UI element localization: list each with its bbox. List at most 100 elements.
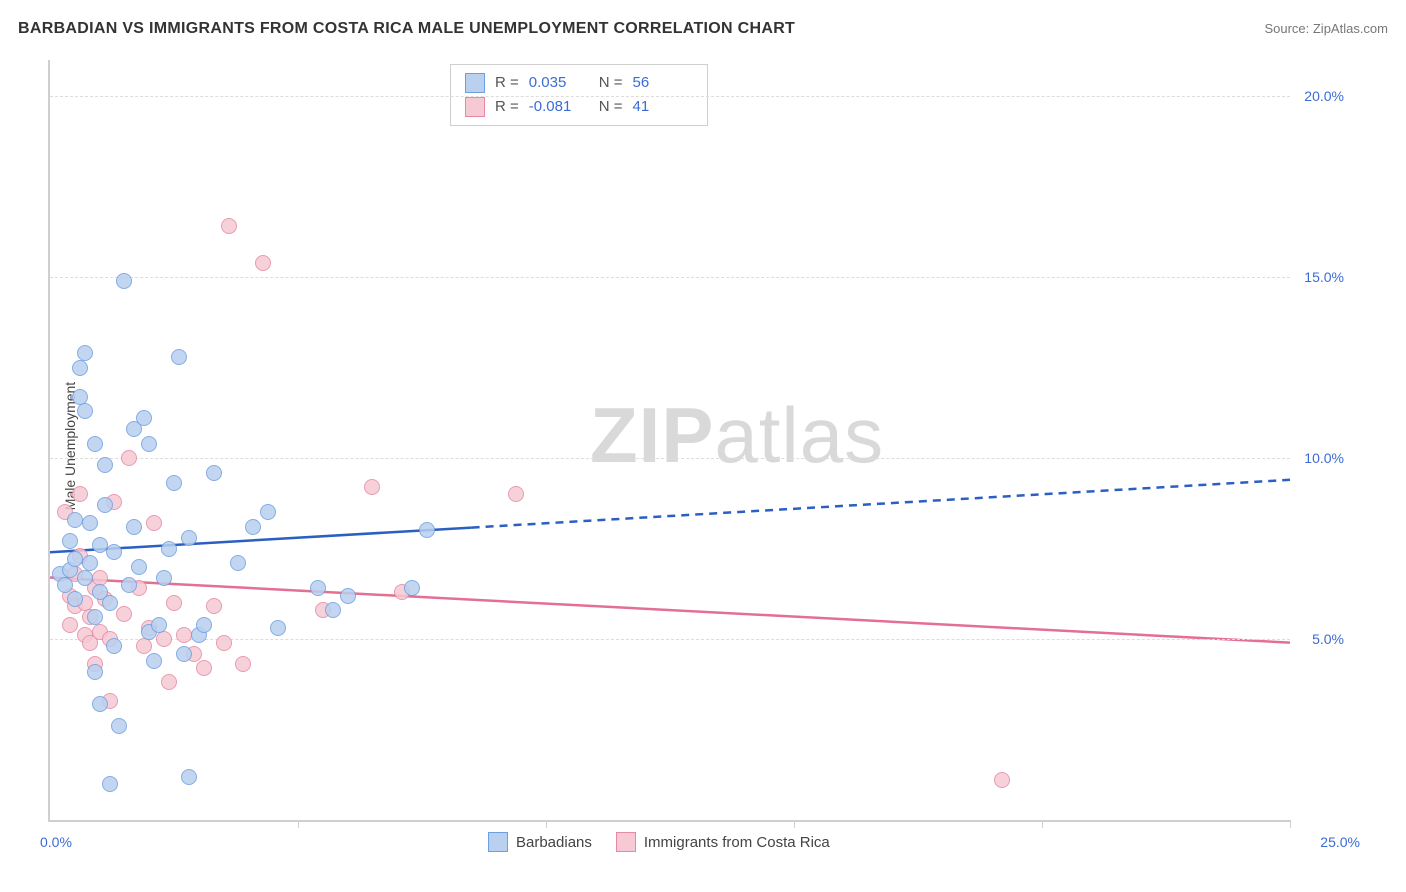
data-point	[196, 617, 212, 633]
y-tick-label: 15.0%	[1304, 269, 1344, 285]
data-point	[62, 533, 78, 549]
r-value: -0.081	[529, 95, 589, 119]
data-point	[176, 627, 192, 643]
data-point	[166, 475, 182, 491]
data-point	[340, 588, 356, 604]
chart-title: BARBADIAN VS IMMIGRANTS FROM COSTA RICA …	[18, 20, 795, 38]
data-point	[221, 218, 237, 234]
data-point	[67, 551, 83, 567]
data-point	[508, 486, 524, 502]
data-point	[156, 631, 172, 647]
data-point	[116, 606, 132, 622]
legend-correlation: R = 0.035 N = 56 R = -0.081 N = 41	[450, 64, 708, 126]
legend-correlation-row: R = -0.081 N = 41	[465, 95, 693, 119]
data-point	[181, 769, 197, 785]
legend-swatch	[488, 832, 508, 852]
data-point	[87, 609, 103, 625]
chart-source: Source: ZipAtlas.com	[1264, 21, 1388, 36]
x-tick	[1290, 820, 1291, 828]
data-point	[121, 450, 137, 466]
y-tick-label: 10.0%	[1304, 450, 1344, 466]
data-point	[156, 570, 172, 586]
data-point	[364, 479, 380, 495]
data-point	[111, 718, 127, 734]
x-tick	[546, 820, 547, 828]
chart-header: BARBADIAN VS IMMIGRANTS FROM COSTA RICA …	[18, 20, 1388, 38]
n-value: 56	[633, 71, 693, 95]
data-point	[404, 580, 420, 596]
data-point	[230, 555, 246, 571]
x-axis-min-label: 0.0%	[40, 834, 72, 850]
legend-series-label: Immigrants from Costa Rica	[644, 834, 830, 851]
data-point	[121, 577, 137, 593]
data-point	[260, 504, 276, 520]
legend-correlation-row: R = 0.035 N = 56	[465, 71, 693, 95]
data-point	[77, 570, 93, 586]
data-point	[161, 541, 177, 557]
x-tick	[794, 820, 795, 828]
data-point	[206, 465, 222, 481]
data-point	[92, 537, 108, 553]
legend-series: Barbadians Immigrants from Costa Rica	[488, 832, 830, 852]
data-point	[106, 544, 122, 560]
data-point	[116, 273, 132, 289]
data-point	[994, 772, 1010, 788]
data-point	[151, 617, 167, 633]
legend-swatch	[465, 73, 485, 93]
data-point	[196, 660, 212, 676]
data-point	[102, 776, 118, 792]
data-point	[62, 617, 78, 633]
chart-area: ZIPatlas R =0.035N =56R =-0.081N =41 0.0…	[48, 60, 1378, 840]
n-value: 41	[633, 95, 693, 119]
data-point	[72, 360, 88, 376]
data-point	[77, 345, 93, 361]
data-point	[235, 656, 251, 672]
data-point	[72, 486, 88, 502]
data-point	[310, 580, 326, 596]
data-point	[166, 595, 182, 611]
r-value: 0.035	[529, 71, 589, 95]
data-point	[181, 530, 197, 546]
legend-swatch	[465, 97, 485, 117]
legend-swatch	[616, 832, 636, 852]
data-point	[146, 653, 162, 669]
data-point	[131, 559, 147, 575]
x-tick	[1042, 820, 1043, 828]
r-label: R =	[495, 71, 519, 95]
y-tick-label: 20.0%	[1304, 88, 1344, 104]
n-label: N =	[599, 71, 623, 95]
data-point	[141, 436, 157, 452]
gridline	[50, 277, 1290, 278]
data-point	[216, 635, 232, 651]
data-point	[146, 515, 162, 531]
data-point	[67, 591, 83, 607]
gridline	[50, 639, 1290, 640]
data-point	[106, 638, 122, 654]
y-tick-label: 5.0%	[1312, 631, 1344, 647]
data-point	[82, 555, 98, 571]
data-point	[325, 602, 341, 618]
data-point	[245, 519, 261, 535]
data-point	[419, 522, 435, 538]
data-point	[67, 512, 83, 528]
data-point	[57, 577, 73, 593]
legend-series-label: Barbadians	[516, 834, 592, 851]
data-point	[136, 410, 152, 426]
data-point	[82, 515, 98, 531]
r-label: R =	[495, 95, 519, 119]
x-axis-max-label: 25.0%	[1320, 834, 1360, 850]
data-point	[171, 349, 187, 365]
data-point	[255, 255, 271, 271]
data-point	[126, 519, 142, 535]
regression-lines	[50, 60, 1290, 820]
data-point	[161, 674, 177, 690]
data-point	[87, 664, 103, 680]
data-point	[92, 696, 108, 712]
data-point	[87, 436, 103, 452]
gridline	[50, 96, 1290, 97]
n-label: N =	[599, 95, 623, 119]
gridline	[50, 458, 1290, 459]
data-point	[270, 620, 286, 636]
data-point	[176, 646, 192, 662]
data-point	[102, 595, 118, 611]
